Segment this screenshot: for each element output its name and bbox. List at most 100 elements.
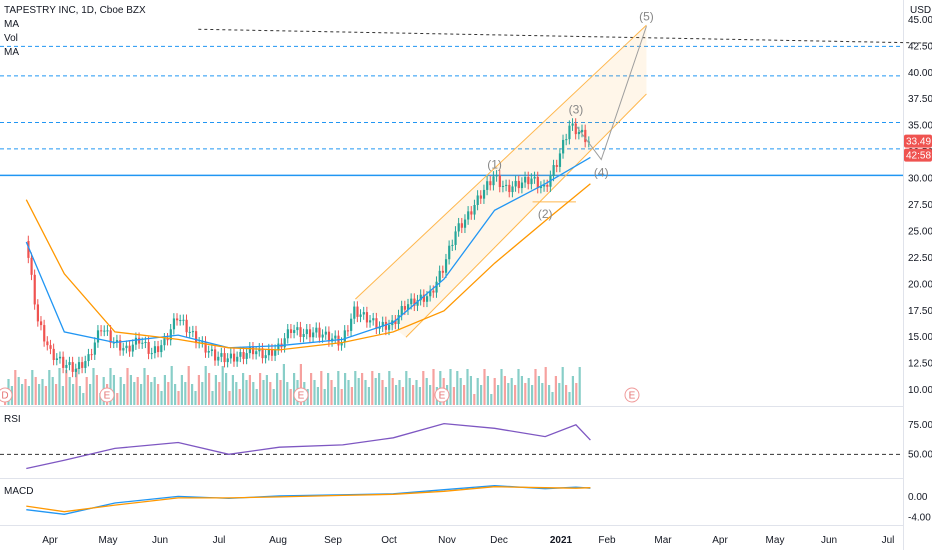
indicator-ma-2[interactable]: MA [4,47,19,58]
volume-bar [466,369,469,405]
volume-bar [41,379,44,405]
candle-body [362,312,365,315]
volume-bar [55,384,58,405]
candle-body [43,325,46,342]
volume-bar [514,385,517,405]
candle-body [106,330,109,332]
candle-body [514,180,517,187]
candle-body [533,176,536,179]
candle-body [77,362,81,369]
candle-body [467,211,470,220]
volume-bar [116,393,119,405]
volume-bar [344,373,347,405]
volume-bar [398,380,401,405]
volume-bar [211,391,214,405]
volume-bar [167,382,170,405]
candle-body [410,298,413,305]
time-tick-label: Jul [882,535,895,546]
volume-bar [231,375,234,405]
countdown-tag-text: 42:58 [906,151,931,162]
candle-body [251,347,255,355]
price-tick-label: 27.50 [908,200,932,211]
volume-bar [524,383,527,405]
candle-body [55,358,58,360]
candle-body [46,341,49,346]
rsi-label[interactable]: RSI [4,414,21,425]
time-tick-label: Nov [438,535,456,546]
price-tick-label: 42.50 [908,41,932,52]
candle-body [153,346,157,354]
volume-bar [391,378,394,405]
volume-bar [354,371,357,405]
candle-body [413,298,416,306]
symbol-title[interactable]: TAPESTRY INC, 1D, Cboe BZX [4,5,146,16]
volume-bar [425,378,428,405]
candle-body [419,294,422,301]
price-tick-label: 40.00 [908,68,932,79]
candle-body [508,184,511,193]
candle-body [242,352,245,359]
candle-body [565,139,568,141]
candle-body [539,186,543,189]
volume-bar [272,389,275,405]
volume-bar [520,376,523,405]
volume-bar [242,373,245,405]
volume-bar [44,386,47,405]
volume-bar [109,368,112,405]
volume-bar [133,382,136,405]
volume-bar [347,380,350,405]
volume-bar [187,366,190,405]
volume-bar [214,375,217,405]
candle-body [248,347,251,354]
volume-bar [238,389,241,405]
candle-body [81,362,84,368]
volume-bar [449,369,452,405]
volume-bar [282,364,285,405]
time-tick-label: May [99,535,118,546]
volume-bar [293,373,296,405]
indicator-ma-1[interactable]: MA [4,19,19,30]
candle-body [255,351,258,355]
candle-body [74,368,77,372]
volume-bar [531,385,534,405]
volume-bar [255,389,258,405]
time-tick-label: Aug [269,535,287,546]
candle-body [65,365,68,368]
volume-bar [374,378,377,405]
volume-bar [197,375,200,405]
volume-bar [408,378,411,405]
candle-body [312,332,315,338]
candle-body [441,270,444,273]
volume-bar [248,375,251,405]
candle-body [543,184,546,187]
candle-body [299,327,302,337]
candle-body [166,338,169,341]
volume-bar [201,382,204,405]
time-tick-label: Dec [490,535,508,546]
candle-body [416,300,419,306]
candle-body [52,348,55,360]
candle-body [229,353,233,359]
candle-body [584,129,587,143]
candle-body [486,181,489,190]
time-tick-label: Mar [654,535,672,546]
candle-body [125,345,128,349]
indicator-vol[interactable]: Vol [4,33,18,44]
candle-body [84,361,87,368]
candle-body [581,129,584,133]
volume-bar [89,384,92,405]
candle-body [131,344,134,352]
volume-bar [534,369,537,405]
macd-signal-line [26,486,591,513]
candle-body [226,358,229,363]
candle-body [350,318,353,331]
macd-label[interactable]: MACD [4,486,34,497]
volume-bar [568,392,571,405]
volume-bar [578,367,581,405]
volume-bar [327,373,330,405]
candle-body [324,331,327,335]
candle-body [498,175,501,188]
volume-bar [575,383,578,405]
